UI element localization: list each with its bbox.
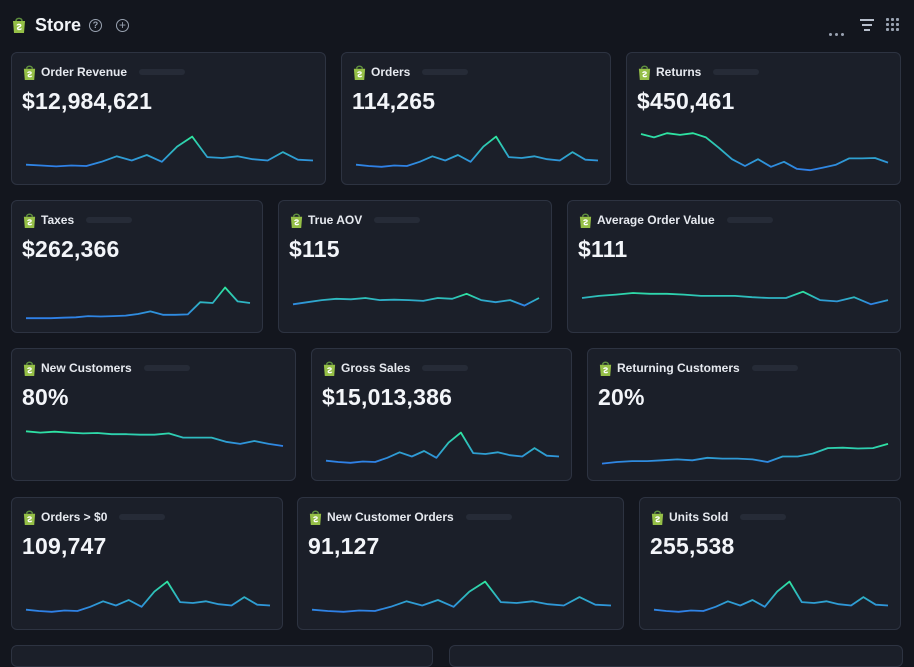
metric-card[interactable]: New Customer Orders 91,127 xyxy=(297,497,624,630)
metric-title: True AOV xyxy=(308,213,363,227)
loading-placeholder xyxy=(139,69,185,75)
metric-sparkline xyxy=(640,132,889,172)
grid-icon[interactable] xyxy=(886,18,900,32)
sparkline-path xyxy=(601,443,889,465)
metric-value: 109,747 xyxy=(22,533,107,559)
loading-placeholder xyxy=(422,365,468,371)
sparkline-path xyxy=(653,580,889,613)
loading-placeholder xyxy=(752,365,798,371)
metric-sparkline xyxy=(292,292,540,307)
loading-placeholder xyxy=(740,514,786,520)
metric-value: 255,538 xyxy=(650,533,735,559)
metric-sparkline xyxy=(653,580,889,613)
metric-value: $262,366 xyxy=(22,236,120,262)
metric-card[interactable]: Taxes $262,366 xyxy=(11,200,263,333)
filter-icon[interactable] xyxy=(860,19,874,31)
metric-title: Order Revenue xyxy=(41,65,128,79)
shopify-bag-icon xyxy=(22,509,37,531)
metric-card[interactable]: Average Order Value $111 xyxy=(567,200,901,333)
next-row-card xyxy=(449,645,903,667)
metric-value: 114,265 xyxy=(352,88,436,114)
metric-value: 80% xyxy=(22,384,69,410)
metric-sparkline xyxy=(325,431,560,464)
sparkline-path xyxy=(25,135,314,168)
sparkline-path xyxy=(325,431,560,464)
more-horizontal-icon[interactable] xyxy=(829,23,847,41)
shopify-bag-icon xyxy=(637,64,652,86)
loading-placeholder xyxy=(727,217,773,223)
metric-card[interactable]: Order Revenue $12,984,621 xyxy=(11,52,326,185)
loading-placeholder xyxy=(374,217,420,223)
sparkline-path xyxy=(25,430,284,447)
metric-title: Orders > $0 xyxy=(41,510,108,524)
metric-card[interactable]: New Customers 80% xyxy=(11,348,296,481)
sparkline-path xyxy=(26,286,251,320)
shopify-bag-icon xyxy=(352,64,367,86)
metric-sparkline xyxy=(311,580,612,613)
loading-placeholder xyxy=(466,514,512,520)
metric-card[interactable]: Orders 114,265 xyxy=(341,52,611,185)
sparkline-path xyxy=(292,292,540,307)
help-circle-icon[interactable]: ? xyxy=(89,19,102,32)
sparkline-path xyxy=(355,135,599,168)
sparkline-path xyxy=(311,580,612,613)
shopify-bag-icon xyxy=(11,16,27,39)
metric-card[interactable]: Orders > $0 109,747 xyxy=(11,497,283,630)
metric-sparkline xyxy=(25,135,314,168)
loading-placeholder xyxy=(422,69,468,75)
shopify-bag-icon xyxy=(22,212,37,234)
metric-sparkline xyxy=(601,443,889,465)
shopify-bag-icon xyxy=(598,360,613,382)
sparkline-path xyxy=(640,132,889,172)
metric-sparkline xyxy=(26,286,251,320)
loading-placeholder xyxy=(144,365,190,371)
shopify-bag-icon xyxy=(22,64,37,86)
shopify-bag-icon xyxy=(22,360,37,382)
metric-sparkline xyxy=(25,430,284,447)
metric-value: $111 xyxy=(578,236,628,262)
metric-title: Returns xyxy=(656,65,702,79)
sparkline-path xyxy=(581,290,889,306)
sparkline-path xyxy=(25,580,271,613)
metric-title: Average Order Value xyxy=(597,213,715,227)
metric-value: $15,013,386 xyxy=(322,384,453,410)
plus-circle-icon[interactable]: + xyxy=(116,19,129,32)
shopify-bag-icon xyxy=(308,509,323,531)
metric-title: Units Sold xyxy=(669,510,729,524)
metric-sparkline xyxy=(355,135,599,168)
shopify-bag-icon xyxy=(578,212,593,234)
metric-title: Taxes xyxy=(41,213,75,227)
metric-value: 20% xyxy=(598,384,645,410)
metric-title: Orders xyxy=(371,65,411,79)
next-row-card xyxy=(11,645,433,667)
metric-value: $115 xyxy=(289,236,340,262)
metric-card[interactable]: Gross Sales $15,013,386 xyxy=(311,348,572,481)
metric-sparkline xyxy=(581,290,889,306)
metric-sparkline xyxy=(25,580,271,613)
shopify-bag-icon xyxy=(650,509,665,531)
loading-placeholder xyxy=(119,514,165,520)
metric-card[interactable]: Returning Customers 20% xyxy=(587,348,901,481)
metric-value: $450,461 xyxy=(637,88,735,114)
page-title: Store xyxy=(35,15,82,35)
dashboard-header: Store ? + xyxy=(0,0,914,50)
shopify-bag-icon xyxy=(322,360,337,382)
metric-card[interactable]: True AOV $115 xyxy=(278,200,552,333)
metric-title: New Customers xyxy=(41,361,132,375)
metric-title: Gross Sales xyxy=(341,361,411,375)
metric-title: Returning Customers xyxy=(617,361,740,375)
metric-card[interactable]: Units Sold 255,538 xyxy=(639,497,901,630)
shopify-bag-icon xyxy=(289,212,304,234)
loading-placeholder xyxy=(713,69,759,75)
loading-placeholder xyxy=(86,217,132,223)
metric-value: $12,984,621 xyxy=(22,88,153,114)
metric-card[interactable]: Returns $450,461 xyxy=(626,52,901,185)
metric-title: New Customer Orders xyxy=(327,510,454,524)
metric-value: 91,127 xyxy=(308,533,380,559)
